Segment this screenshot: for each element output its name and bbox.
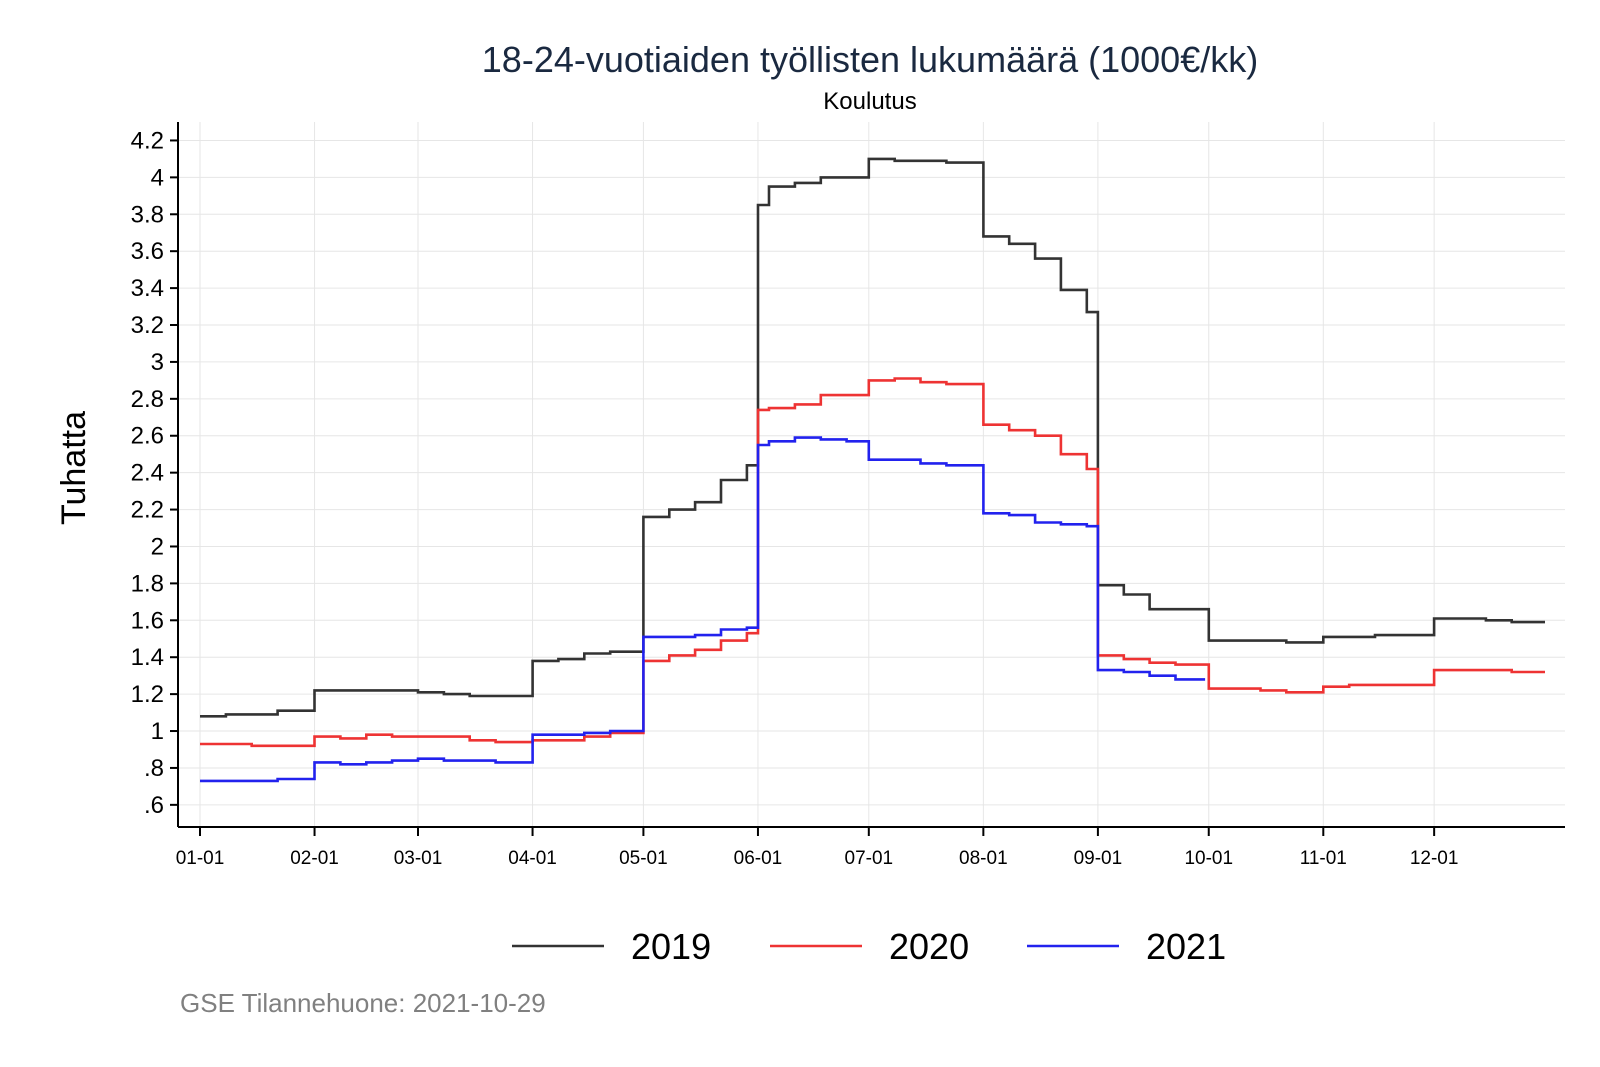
x-tick-label: 02-01 <box>290 848 339 869</box>
y-tick-label: .6 <box>144 792 164 819</box>
x-tick-label: 06-01 <box>734 848 783 869</box>
y-axis-label: Tuhatta <box>55 411 93 525</box>
y-tick-label: 2 <box>151 533 164 560</box>
x-tick-label: 08-01 <box>959 848 1008 869</box>
series-lines <box>200 157 1545 783</box>
y-tick-label: 2.8 <box>131 386 164 413</box>
y-tick-label: 1.6 <box>131 607 164 634</box>
y-tick-label: 1.2 <box>131 681 164 708</box>
source-note: GSE Tilannehuone: 2021-10-29 <box>180 988 546 1018</box>
y-tick-label: 2.4 <box>131 460 164 487</box>
legend-label-2019: 2019 <box>631 926 711 967</box>
chart-title: 18-24-vuotiaiden työllisten lukumäärä (1… <box>482 39 1258 80</box>
x-tick-label: 01-01 <box>176 848 225 869</box>
x-tick-labels: 01-01 02-01 03-01 04-01 05-01 06-01 07-01 08-01… <box>176 848 1459 869</box>
y-tick-label: 1.4 <box>131 644 164 671</box>
y-tick-label: 3.8 <box>131 201 164 228</box>
y-tick-label: 4 <box>151 164 164 191</box>
x-tick-label: 12-01 <box>1410 848 1459 869</box>
y-tick-label: 1 <box>151 718 164 745</box>
legend-label-2020: 2020 <box>889 926 969 967</box>
series-line-2021 <box>200 436 1206 783</box>
grid <box>178 122 1565 827</box>
axes <box>170 122 1565 836</box>
x-tick-label: 11-01 <box>1300 848 1347 869</box>
y-tick-label: 3 <box>151 349 164 376</box>
y-tick-labels: .6 .8 1 1.2 1.4 1.6 1.8 2 2.2 2.4 2.6 2.8 3 3.2 3.4 3.6… <box>131 127 164 818</box>
x-tick-label: 07-01 <box>845 848 894 869</box>
x-tick-label: 09-01 <box>1074 848 1123 869</box>
legend-label-2021: 2021 <box>1146 926 1226 967</box>
y-tick-label: 1.8 <box>131 570 164 597</box>
x-tick-label: 05-01 <box>619 848 668 869</box>
x-tick-label: 03-01 <box>394 848 443 869</box>
y-tick-label: .8 <box>144 755 164 782</box>
x-tick-label: 10-01 <box>1184 848 1233 869</box>
series-line-2019 <box>200 157 1545 718</box>
series-line-2020 <box>200 377 1545 748</box>
y-tick-label: 3.6 <box>131 238 164 265</box>
x-tick-label: 04-01 <box>508 848 557 869</box>
legend: 2019 2020 2021 <box>512 926 1226 967</box>
y-tick-label: 2.2 <box>131 497 164 524</box>
chart-subtitle: Koulutus <box>823 88 916 115</box>
y-tick-label: 2.6 <box>131 423 164 450</box>
y-tick-label: 3.4 <box>131 275 164 302</box>
y-tick-label: 3.2 <box>131 312 164 339</box>
y-tick-label: 4.2 <box>131 127 164 154</box>
